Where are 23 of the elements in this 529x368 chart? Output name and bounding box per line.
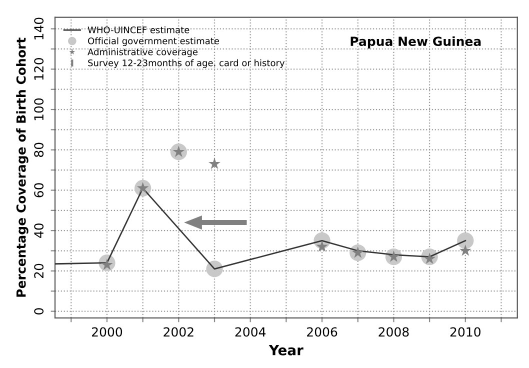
y-tick-label: 100 bbox=[34, 98, 44, 120]
text: Papua New Guinea bbox=[350, 36, 481, 48]
y-tick-label: 140 bbox=[34, 18, 44, 40]
x-tick-label: 2002 bbox=[164, 327, 194, 337]
y-tick-label: 20 bbox=[34, 264, 44, 278]
y-tick-label: 80 bbox=[34, 142, 44, 157]
point bbox=[459, 244, 472, 256]
y-tick-label: 60 bbox=[34, 183, 44, 198]
x-tick-label: 2004 bbox=[235, 327, 266, 337]
legend-label: Official government estimate bbox=[88, 37, 220, 46]
y-tick-label: 0 bbox=[34, 308, 44, 314]
y-tick-label: 40 bbox=[34, 223, 44, 238]
x-tick-label: 2000 bbox=[92, 327, 122, 337]
legend-label: Survey 12-23months of age. card or history bbox=[88, 59, 285, 68]
point bbox=[208, 158, 220, 170]
x-tick-label: 2008 bbox=[378, 327, 409, 337]
legend-label: Administrative coverage bbox=[88, 48, 198, 58]
x-axis-title: Year bbox=[268, 345, 304, 356]
y-axis-title: Percentage Coverage of Birth Cohort bbox=[16, 38, 28, 297]
x-tick-label: 2010 bbox=[450, 327, 480, 337]
legend-label: WHO-UINCEF estimate bbox=[88, 26, 190, 34]
y-tick-label: 120 bbox=[34, 58, 44, 80]
x-tick-label: 2006 bbox=[307, 327, 338, 337]
